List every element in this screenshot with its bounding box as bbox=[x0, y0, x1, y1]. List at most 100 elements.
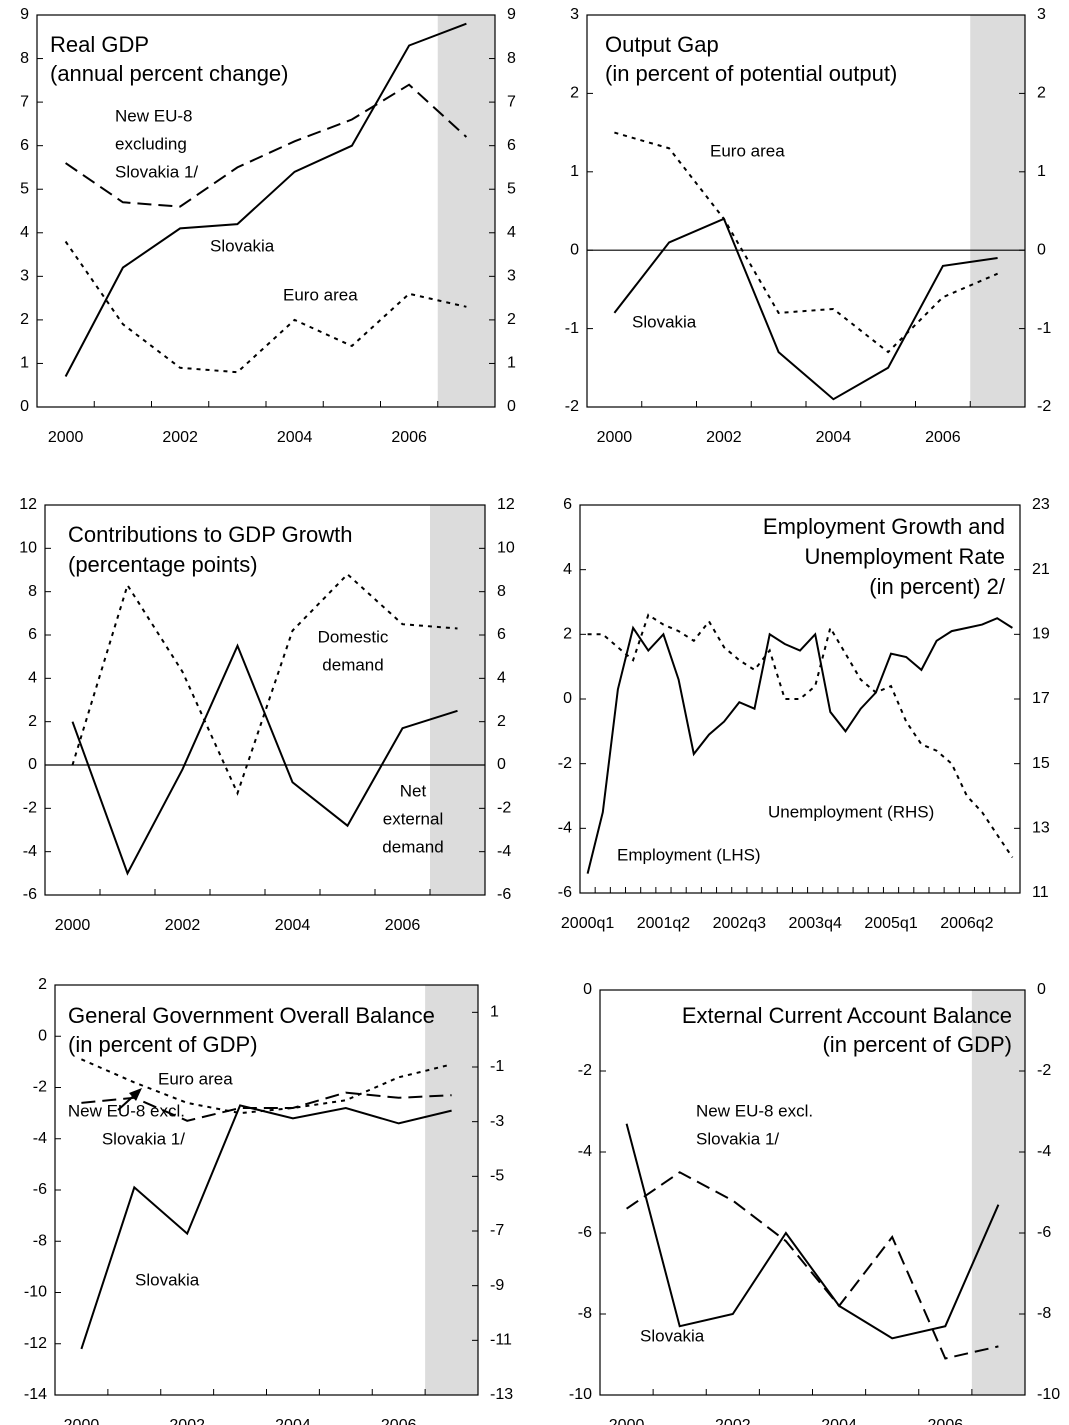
y-tick-label: 5 bbox=[20, 180, 29, 197]
y2-tick-label: -2 bbox=[1037, 398, 1051, 415]
y-tick-label: -4 bbox=[578, 1143, 592, 1160]
x-tick-label: 2000 bbox=[55, 917, 91, 934]
y-tick-label: 1 bbox=[20, 355, 29, 372]
x-tick-label: 2002 bbox=[165, 917, 201, 934]
series-label: Slovakia 1/ bbox=[115, 162, 198, 181]
y-tick-label: 6 bbox=[28, 626, 37, 643]
series-label: New EU-8 bbox=[115, 106, 192, 125]
y2-tick-label: 2 bbox=[507, 311, 516, 328]
x-tick-label: 2000 bbox=[609, 1417, 645, 1425]
x-tick-label: 2004 bbox=[275, 917, 311, 934]
y-tick-label: -4 bbox=[558, 820, 572, 837]
y-tick-label: 10 bbox=[19, 540, 37, 557]
y-tick-label: -1 bbox=[565, 320, 579, 337]
series-label: Employment (LHS) bbox=[617, 845, 761, 864]
y2-tick-label: -9 bbox=[490, 1277, 504, 1294]
y2-tick-label: 1 bbox=[490, 1004, 499, 1021]
y2-tick-label: 2 bbox=[497, 713, 506, 730]
y2-tick-label: -7 bbox=[490, 1222, 504, 1239]
y2-tick-label: 7 bbox=[507, 93, 516, 110]
x-tick-label: 2004 bbox=[821, 1417, 857, 1425]
series-line bbox=[614, 131, 998, 354]
y2-tick-label: -1 bbox=[490, 1058, 504, 1075]
series-line bbox=[64, 240, 467, 374]
y-tick-label: 2 bbox=[20, 311, 29, 328]
y2-tick-label: 3 bbox=[1037, 6, 1046, 23]
y-tick-label: -12 bbox=[24, 1335, 47, 1352]
y-tick-label: -2 bbox=[578, 1062, 592, 1079]
y-tick-label: -2 bbox=[33, 1079, 47, 1096]
x-tick-label: 2002 bbox=[169, 1417, 205, 1425]
chart-title: External Current Account Balance bbox=[682, 1003, 1012, 1028]
series-label: Domestic bbox=[318, 627, 389, 646]
y-tick-label: 2 bbox=[570, 85, 579, 102]
y2-tick-label: 3 bbox=[507, 268, 516, 285]
y2-tick-label: 4 bbox=[497, 670, 506, 687]
chart-title: (in percent of GDP) bbox=[822, 1032, 1012, 1057]
y-tick-label: -6 bbox=[33, 1181, 47, 1198]
series-label: Slovakia 1/ bbox=[696, 1129, 779, 1148]
y2-tick-label: 19 bbox=[1032, 626, 1050, 643]
y2-tick-label: -1 bbox=[1037, 320, 1051, 337]
x-tick-label: 2006 bbox=[928, 1417, 964, 1425]
y2-tick-label: 0 bbox=[507, 398, 516, 415]
series-label: Net bbox=[400, 781, 427, 800]
series-label: demand bbox=[322, 655, 383, 674]
series-line bbox=[71, 643, 458, 876]
y-tick-label: -2 bbox=[558, 755, 572, 772]
series-line bbox=[626, 1171, 999, 1360]
x-tick-label: 2004 bbox=[275, 1417, 311, 1425]
x-tick-label: 2006q2 bbox=[940, 915, 993, 932]
y2-tick-label: 21 bbox=[1032, 561, 1050, 578]
y2-tick-label: -2 bbox=[1037, 1062, 1051, 1079]
y2-tick-label: 8 bbox=[507, 50, 516, 67]
projection-shading bbox=[437, 15, 495, 407]
y-tick-label: -6 bbox=[558, 884, 572, 901]
y-tick-label: -4 bbox=[23, 843, 37, 860]
x-tick-label: 2002 bbox=[162, 429, 198, 446]
projection-shading bbox=[970, 15, 1025, 407]
series-label: Euro area bbox=[710, 141, 785, 160]
y2-tick-label: 5 bbox=[507, 180, 516, 197]
y-tick-label: -4 bbox=[33, 1130, 47, 1147]
series-label: excluding bbox=[115, 134, 187, 153]
y-tick-label: -8 bbox=[33, 1232, 47, 1249]
y-tick-label: 2 bbox=[38, 976, 47, 993]
y-tick-label: 2 bbox=[563, 626, 572, 643]
y2-tick-label: 1 bbox=[507, 355, 516, 372]
y2-tick-label: 23 bbox=[1032, 496, 1050, 513]
series-label: Slovakia bbox=[632, 312, 697, 331]
y2-tick-label: -6 bbox=[1037, 1224, 1051, 1241]
series-label: Slovakia 1/ bbox=[102, 1129, 185, 1148]
x-tick-label: 2000 bbox=[48, 429, 84, 446]
y2-tick-label: 6 bbox=[507, 137, 516, 154]
x-tick-label: 2000 bbox=[597, 429, 633, 446]
y2-tick-label: -11 bbox=[490, 1332, 512, 1349]
y-tick-label: 6 bbox=[563, 496, 572, 513]
y2-tick-label: 0 bbox=[1037, 981, 1046, 998]
y-tick-label: -6 bbox=[23, 886, 37, 903]
series-label: demand bbox=[382, 837, 443, 856]
x-tick-label: 2004 bbox=[816, 429, 852, 446]
y2-tick-label: -6 bbox=[497, 886, 511, 903]
x-tick-label: 2002 bbox=[706, 429, 742, 446]
chart-title: General Government Overall Balance bbox=[68, 1003, 435, 1028]
x-tick-label: 2002 bbox=[715, 1417, 751, 1425]
chart-title: Unemployment Rate bbox=[804, 544, 1005, 569]
y2-tick-label: 2 bbox=[1037, 85, 1046, 102]
projection-shading bbox=[971, 990, 1025, 1395]
y-tick-label: 0 bbox=[20, 398, 29, 415]
chart-title: (percentage points) bbox=[68, 552, 258, 577]
series-line bbox=[586, 617, 1013, 874]
x-tick-label: 2000 bbox=[64, 1417, 100, 1425]
x-tick-label: 2006 bbox=[381, 1417, 417, 1425]
series-label: New EU-8 excl. bbox=[68, 1101, 185, 1120]
series-line bbox=[71, 572, 458, 796]
y-tick-label: 3 bbox=[20, 268, 29, 285]
series-line bbox=[587, 613, 1014, 858]
y2-tick-label: -4 bbox=[1037, 1143, 1051, 1160]
projection-shading bbox=[425, 985, 478, 1395]
y-tick-label: 4 bbox=[20, 224, 29, 241]
y-tick-label: 4 bbox=[563, 561, 572, 578]
